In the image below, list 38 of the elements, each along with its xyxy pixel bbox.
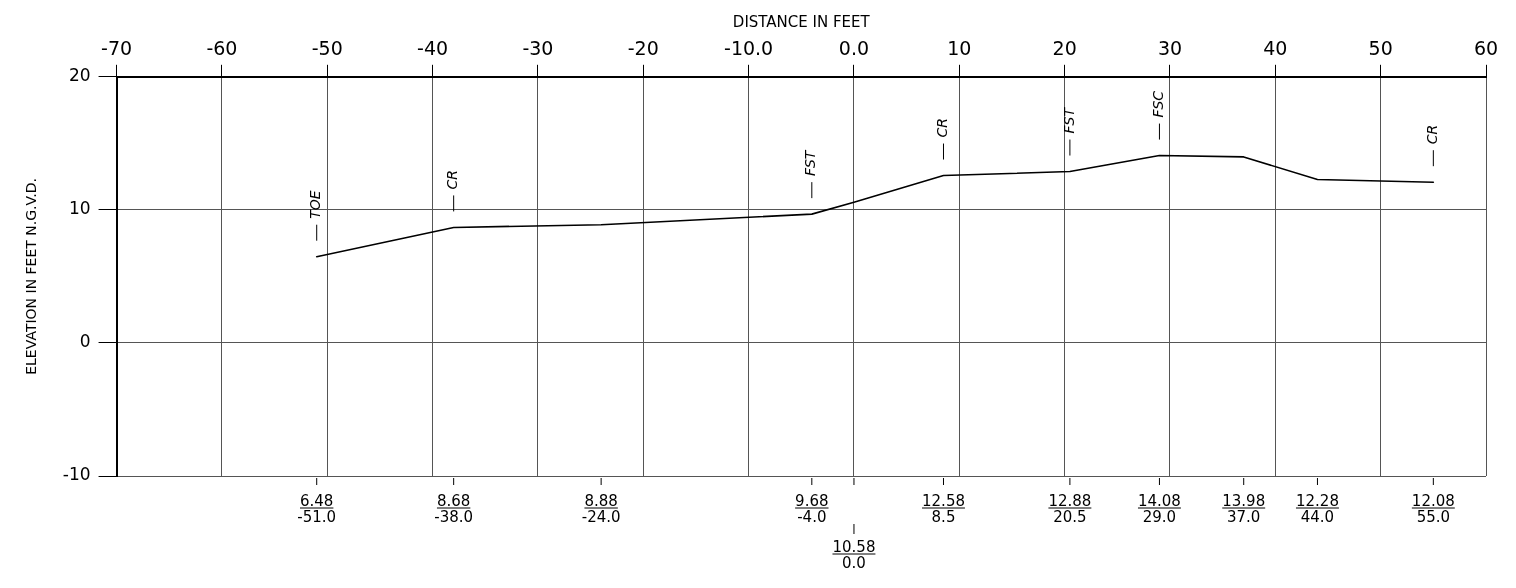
y-axis-title: ELEVATION IN FEET N.G.V.D.: [23, 178, 40, 375]
y-tick-label: -10: [62, 464, 91, 485]
annotation: TOE: [307, 190, 324, 219]
x-tick-label: -50: [311, 37, 343, 60]
text: 13.98 37.0: [1222, 492, 1266, 526]
text: 12.28 44.0: [1295, 492, 1339, 526]
x-tick-label: -40: [417, 37, 449, 60]
text: 9.68 -4.0: [795, 492, 829, 526]
x-tick-label: -10.0: [724, 37, 774, 60]
x-axis-title: DISTANCE IN FEET: [732, 12, 871, 31]
x-tick-label: 20: [1052, 37, 1077, 60]
text: 6.48 -51.0: [297, 492, 337, 526]
x-tick-label: 30: [1157, 37, 1183, 60]
x-tick-label: -60: [206, 37, 238, 60]
x-tick-label: -30: [522, 37, 554, 60]
y-tick-label: 10: [68, 198, 91, 219]
x-tick-label: 10: [947, 37, 972, 60]
text: 8.68 -38.0: [434, 492, 474, 526]
annotation: CR: [444, 169, 461, 190]
annotation: FST: [1060, 106, 1077, 134]
annotation: CR: [934, 118, 951, 138]
x-tick-label: -70: [101, 37, 133, 60]
text: 10.58 0.0: [832, 538, 876, 572]
x-tick-label: -20: [627, 37, 659, 60]
text: 12.58 8.5: [922, 492, 965, 526]
y-tick-label: 20: [68, 65, 91, 86]
y-tick-label: 0: [79, 331, 91, 352]
text: 14.08 29.0: [1137, 492, 1181, 526]
annotation: CR: [1423, 124, 1440, 145]
text: 12.88 20.5: [1048, 492, 1092, 526]
text: 12.08 55.0: [1411, 492, 1455, 526]
x-tick-label: 50: [1368, 37, 1393, 60]
annotation: FST: [802, 149, 819, 177]
annotation: FSC: [1150, 90, 1167, 118]
x-tick-label: 60: [1473, 37, 1499, 60]
text: 8.88 -24.0: [581, 492, 621, 526]
x-tick-label: 0.0: [838, 37, 870, 60]
x-tick-label: 40: [1263, 37, 1288, 60]
